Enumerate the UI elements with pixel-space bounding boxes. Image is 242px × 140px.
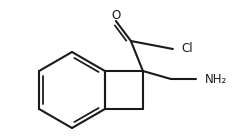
Text: NH₂: NH₂ [205, 73, 227, 86]
Text: O: O [111, 9, 121, 22]
Text: Cl: Cl [181, 41, 193, 54]
